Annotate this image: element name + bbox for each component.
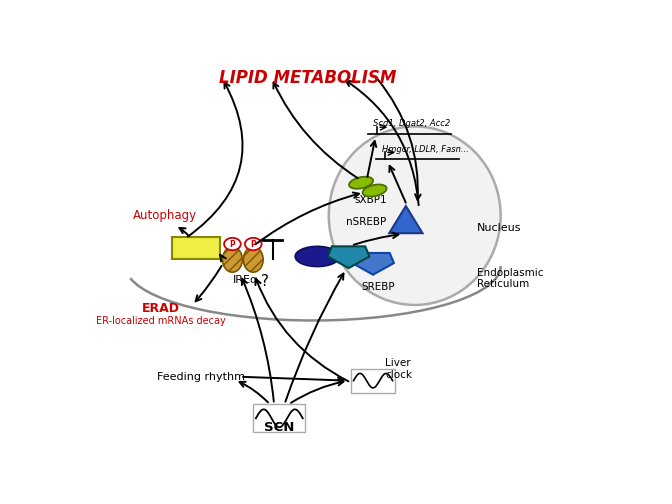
FancyBboxPatch shape [351, 368, 395, 393]
FancyBboxPatch shape [253, 404, 305, 432]
Text: Hmgcr, LDLR, Fasn...: Hmgcr, LDLR, Fasn... [382, 145, 468, 154]
Circle shape [245, 238, 261, 250]
Ellipse shape [349, 177, 373, 188]
Ellipse shape [222, 247, 243, 272]
Text: Endoplasmic
Reticulum: Endoplasmic Reticulum [477, 268, 544, 289]
Ellipse shape [363, 184, 386, 197]
Text: INSIG: INSIG [305, 252, 329, 261]
Polygon shape [389, 206, 423, 233]
Text: LIPID METABOLISM: LIPID METABOLISM [219, 69, 396, 87]
Circle shape [224, 238, 241, 250]
Text: ERAD: ERAD [142, 302, 180, 316]
Text: Liver
clock: Liver clock [385, 358, 412, 380]
Text: P: P [230, 239, 235, 248]
Text: Autophagy: Autophagy [132, 209, 197, 222]
Polygon shape [328, 246, 370, 268]
Polygon shape [352, 253, 394, 275]
Ellipse shape [243, 247, 263, 272]
Text: sXBP1: sXBP1 [354, 195, 387, 205]
Text: ?: ? [261, 274, 269, 289]
Text: Nucleus: Nucleus [477, 223, 521, 233]
Text: Feeding rhythm: Feeding rhythm [157, 372, 245, 382]
Text: SCAP: SCAP [337, 251, 360, 260]
Text: JNK: JNK [183, 241, 208, 255]
Text: ER-localized mRNAs decay: ER-localized mRNAs decay [96, 317, 226, 326]
Text: SCN: SCN [264, 421, 294, 434]
Text: SREBP: SREBP [362, 282, 395, 292]
Text: IREα: IREα [233, 275, 258, 285]
Ellipse shape [329, 127, 501, 305]
Text: nSREBP: nSREBP [346, 217, 386, 226]
Text: P: P [251, 239, 256, 248]
Text: Scd1, Dgat2, Acc2: Scd1, Dgat2, Acc2 [373, 119, 450, 129]
FancyBboxPatch shape [172, 237, 220, 259]
Ellipse shape [295, 246, 339, 267]
